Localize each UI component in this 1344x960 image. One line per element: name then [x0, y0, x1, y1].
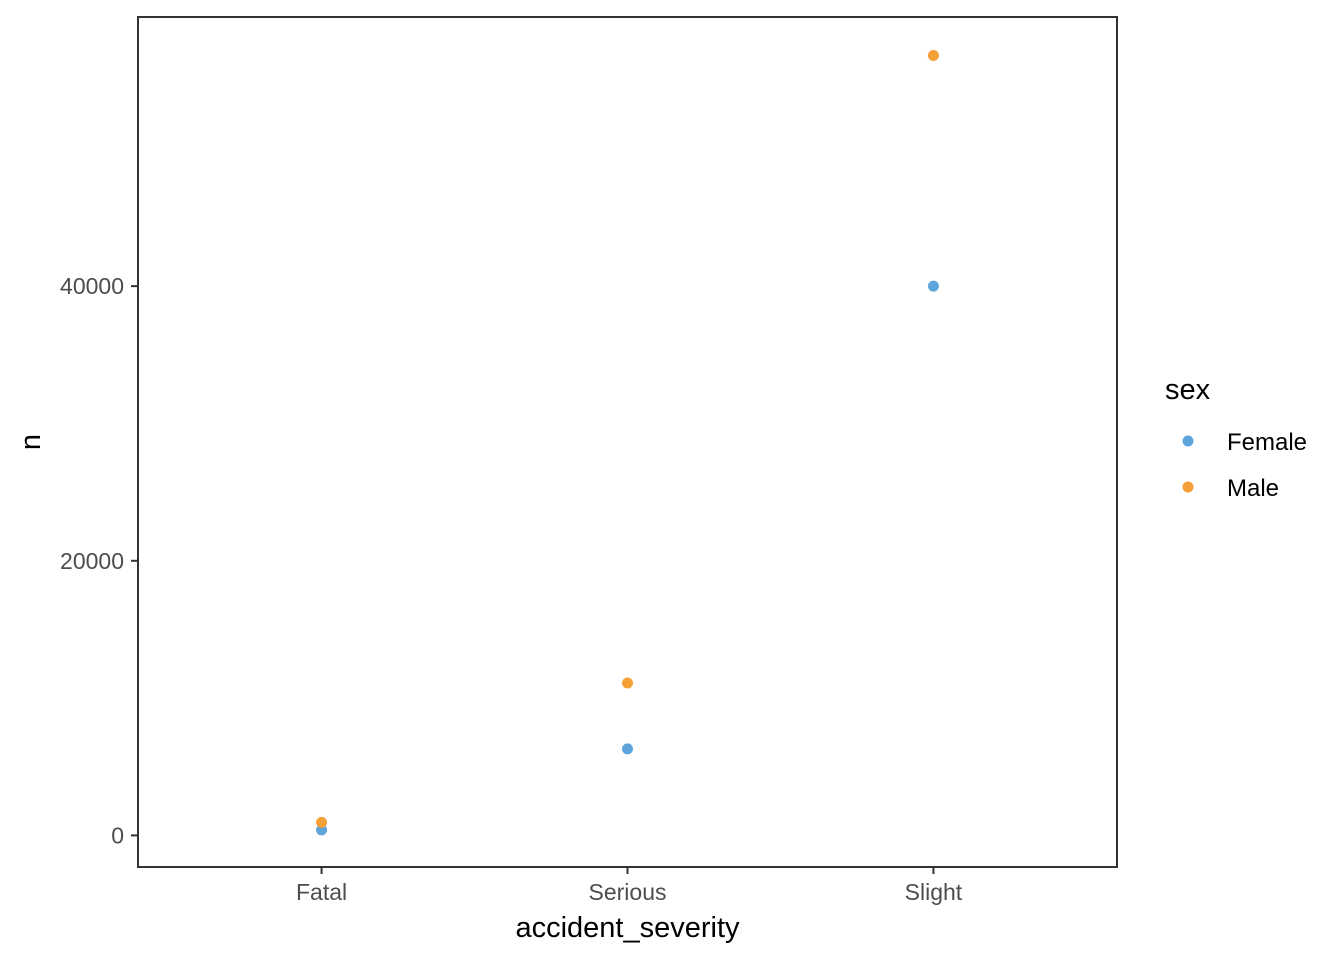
data-point-female	[622, 743, 633, 755]
x-tick-label: Fatal	[296, 879, 347, 905]
y-tick-label: 20000	[60, 548, 124, 574]
data-point-male	[927, 49, 939, 61]
x-tick-label: Serious	[589, 879, 667, 905]
legend-label-female: Female	[1227, 429, 1307, 456]
data-point-female	[316, 824, 328, 836]
legend-label-male: Male	[1227, 475, 1279, 502]
legend-key-male	[1182, 481, 1194, 493]
x-axis-title: accident_severity	[515, 912, 740, 944]
x-tick-label: Slight	[905, 879, 963, 905]
data-point-male	[316, 816, 328, 828]
y-axis-title: n	[15, 434, 47, 450]
legend-title: sex	[1165, 374, 1211, 406]
y-axis: 0 20000 40000	[60, 273, 138, 848]
data-points	[316, 49, 939, 836]
data-point-male	[622, 677, 633, 689]
legend: sex Female Male	[1165, 374, 1307, 502]
legend-key-female	[1182, 435, 1194, 447]
data-point-female	[927, 280, 939, 292]
x-axis: Fatal Serious Slight	[296, 867, 963, 905]
plot-panel	[137, 16, 1118, 868]
y-tick-label: 0	[111, 822, 124, 848]
y-tick-label: 40000	[60, 273, 124, 299]
